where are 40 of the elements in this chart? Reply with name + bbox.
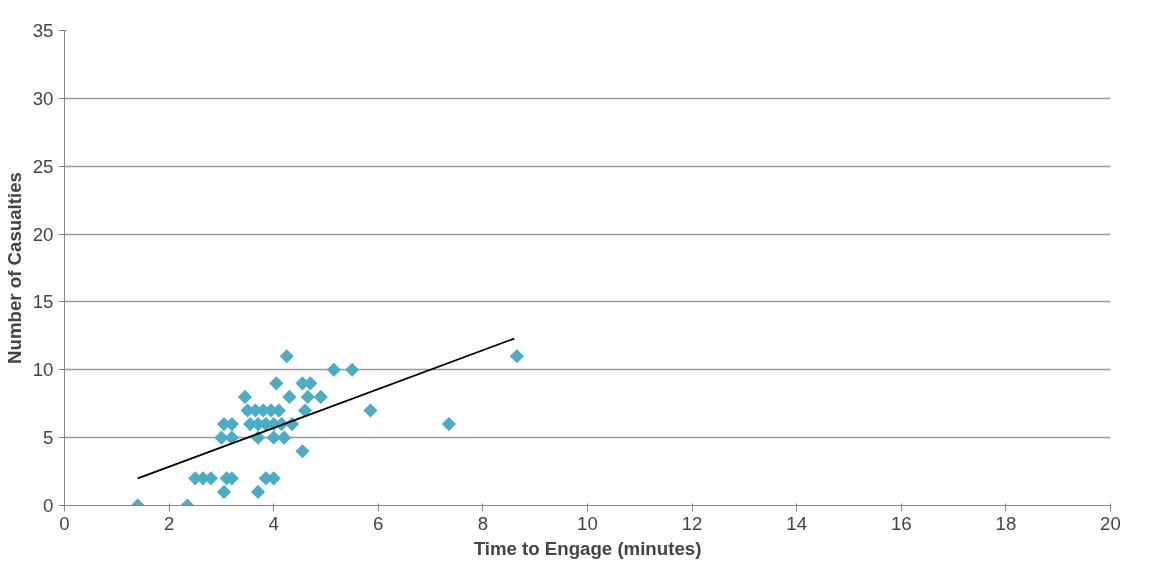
y-tick-label: 5 (43, 427, 54, 449)
point (214, 430, 229, 445)
y-axis-title: Number of Casualties (3, 172, 25, 364)
x-tick-label: 4 (268, 512, 279, 534)
x-tick-label: 8 (477, 512, 489, 534)
x-tick-label: 0 (59, 512, 70, 534)
x-tick-label: 6 (373, 512, 384, 534)
point (345, 362, 360, 377)
point (250, 484, 266, 499)
x-tick-label: 2 (163, 512, 175, 534)
y-tick-label: 0 (43, 495, 54, 516)
point (277, 430, 292, 445)
x-tick-label: 18 (995, 512, 1017, 534)
point (298, 403, 313, 418)
x-tick-label: 10 (577, 512, 598, 534)
point (295, 444, 310, 459)
point (300, 389, 315, 404)
point (269, 376, 284, 391)
point (509, 349, 524, 364)
x-tick-label: 20 (1100, 512, 1121, 534)
point (282, 389, 297, 404)
y-tick-label: 10 (32, 359, 54, 381)
y-tick-label: 15 (32, 291, 54, 313)
point (441, 417, 456, 432)
y-tick-label: 35 (32, 20, 54, 41)
point (266, 430, 281, 445)
point (313, 389, 328, 404)
point (224, 430, 239, 445)
point (216, 484, 232, 499)
x-tick-label: 16 (890, 512, 912, 534)
y-tick-label: 25 (32, 155, 54, 177)
x-tick-label: 12 (681, 512, 703, 534)
point (279, 349, 294, 364)
x-tick-label: 14 (786, 512, 808, 534)
x-axis-title: Time to Engage (minutes) (473, 537, 702, 559)
point (237, 389, 253, 404)
y-tick-label: 20 (32, 223, 54, 245)
point (363, 403, 378, 418)
point (326, 362, 341, 377)
y-tick-label: 30 (32, 87, 54, 109)
